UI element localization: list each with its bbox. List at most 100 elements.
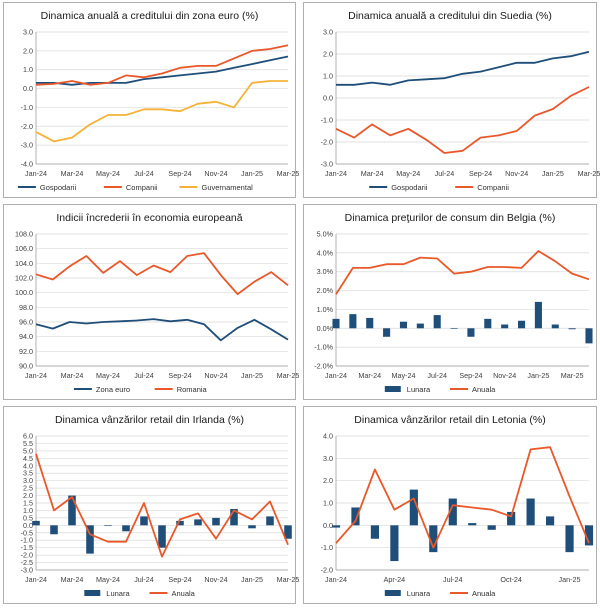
- y-tick-label: 90.0: [19, 362, 33, 371]
- x-tick-label: Sep-24: [459, 371, 482, 380]
- x-tick-label: Oct-24: [500, 575, 522, 584]
- y-tick-label: 2.0: [23, 46, 33, 55]
- bar-lunara: [351, 507, 359, 525]
- chart-title: Dinamica vânzărilor retail din Irlanda (…: [55, 414, 244, 426]
- y-tick-label: 0.0%: [317, 324, 334, 333]
- bar-lunara: [32, 521, 40, 525]
- x-tick-label: Mar-25: [277, 371, 300, 380]
- y-tick-label: 100.0: [15, 288, 33, 297]
- chart-title: Dinamica anuală a creditului din Suedia …: [348, 10, 552, 22]
- chart-title: Indicii încrederii în economia europeană: [56, 212, 242, 224]
- y-tick-label: -1.0: [321, 543, 333, 552]
- x-tick-label: May-24: [96, 169, 120, 178]
- bar-lunara: [501, 325, 508, 329]
- x-tick-label: Jan-25: [559, 575, 581, 584]
- bar-lunara: [546, 516, 554, 525]
- x-tick-label: Jul-24: [427, 371, 447, 380]
- x-tick-label: May-24: [96, 371, 120, 380]
- x-tick-label: Nov-24: [505, 169, 528, 178]
- bar-lunara: [488, 525, 496, 529]
- bar-lunara: [158, 525, 166, 547]
- x-tick-label: May-24: [96, 575, 120, 584]
- y-tick-label: 3.0: [23, 28, 33, 37]
- bar-lunara: [122, 525, 130, 531]
- y-tick-label: 4.0%: [317, 248, 334, 257]
- y-tick-label: 1.0: [323, 72, 333, 81]
- x-tick-label: Sep-24: [168, 575, 191, 584]
- y-tick-label: 3.0%: [317, 267, 334, 276]
- legend-label-zona-euro: Zona euro: [96, 385, 130, 394]
- chart-panel-confidence-index: Indicii încrederii în economia europeană…: [4, 205, 300, 400]
- bar-lunara: [332, 319, 339, 328]
- x-tick-label: Mar-24: [358, 371, 381, 380]
- x-tick-label: Mar-24: [361, 169, 384, 178]
- x-tick-label: Sep-24: [168, 371, 191, 380]
- y-tick-label: -2.0: [21, 122, 33, 131]
- bar-lunara: [527, 499, 535, 526]
- x-tick-label: Mar-24: [61, 371, 84, 380]
- bar-lunara: [565, 525, 573, 552]
- x-tick-label: May-24: [391, 371, 415, 380]
- bar-lunara: [266, 516, 274, 525]
- legend-label-anuala: Anuala: [172, 589, 196, 598]
- chart-title: Dinamica preţurilor de consum din Belgia…: [345, 212, 556, 224]
- bar-lunara: [468, 523, 476, 525]
- x-tick-label: Jan-24: [325, 371, 347, 380]
- legend-label-lunara: Lunara: [407, 589, 431, 598]
- x-tick-label: Jan-25: [241, 371, 263, 380]
- legend-label-gospodarii: Gospodarii: [40, 183, 77, 192]
- chart-panel-latvia-retail: Dinamica vânzărilor retail din Letonia (…: [304, 407, 597, 604]
- legend-label-lunara: Lunara: [407, 385, 431, 394]
- y-tick-label: 106.0: [15, 244, 33, 253]
- legend-label-companii: Companii: [477, 183, 509, 192]
- bar-lunara: [248, 525, 256, 528]
- y-tick-label: 3.0: [323, 28, 333, 37]
- x-tick-label: Nov-24: [204, 575, 227, 584]
- legend-label-romania: Romania: [177, 385, 208, 394]
- bar-lunara: [390, 525, 398, 561]
- legend-swatch-lunara: [385, 386, 401, 392]
- y-tick-label: 0.0: [323, 521, 333, 530]
- bar-lunara: [140, 516, 148, 525]
- x-tick-label: Jul-24: [134, 371, 154, 380]
- bar-lunara: [434, 315, 441, 328]
- bar-lunara: [451, 328, 458, 329]
- y-tick-label: 1.0: [23, 65, 33, 74]
- bar-lunara: [535, 302, 542, 328]
- bar-lunara: [383, 328, 390, 336]
- x-tick-label: Jul-24: [134, 575, 154, 584]
- x-tick-label: Jan-24: [325, 169, 347, 178]
- x-tick-label: Jan-24: [25, 169, 47, 178]
- y-tick-label: 102.0: [15, 274, 33, 283]
- bar-lunara: [194, 519, 202, 525]
- chart-title: Dinamica anuală a creditului din zona eu…: [41, 10, 259, 22]
- x-tick-label: Jan-24: [325, 575, 347, 584]
- bar-lunara: [569, 328, 576, 329]
- bar-lunara: [417, 324, 424, 329]
- x-tick-label: Mar-25: [561, 371, 584, 380]
- y-tick-label: -1.0: [321, 116, 333, 125]
- x-tick-label: Mar-25: [277, 575, 300, 584]
- x-tick-label: Jan-25: [241, 169, 263, 178]
- x-tick-label: Mar-24: [61, 575, 84, 584]
- y-tick-label: 0.0: [323, 94, 333, 103]
- bar-lunara: [400, 322, 407, 329]
- x-tick-label: Sep-24: [168, 169, 191, 178]
- x-tick-label: Mar-25: [578, 169, 600, 178]
- bar-lunara: [212, 518, 220, 525]
- chart-panel-belgium-cpi: Dinamica preţurilor de consum din Belgia…: [304, 205, 597, 400]
- y-tick-label: 1.0: [323, 499, 333, 508]
- bar-lunara: [104, 525, 112, 526]
- x-tick-label: Nov-24: [204, 371, 227, 380]
- legend-label-lunara: Lunara: [106, 589, 130, 598]
- y-tick-label: 108.0: [15, 230, 33, 239]
- y-tick-label: 0.0: [23, 84, 33, 93]
- bar-lunara: [467, 328, 474, 336]
- x-tick-label: Mar-24: [61, 169, 84, 178]
- bar-lunara: [518, 321, 525, 329]
- y-tick-label: 1.0%: [317, 305, 334, 314]
- y-tick-label: 104.0: [15, 259, 33, 268]
- bar-lunara: [552, 325, 559, 329]
- bar-lunara: [332, 525, 340, 527]
